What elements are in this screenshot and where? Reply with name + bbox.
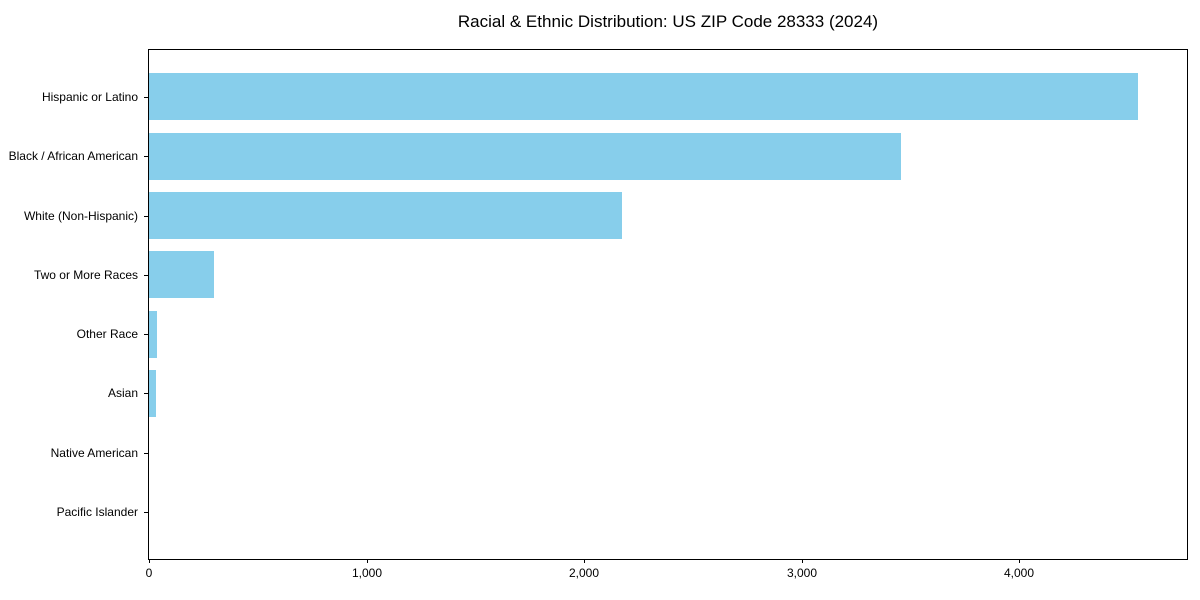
x-tick-label: 3,000 xyxy=(786,566,818,580)
y-tick-label: Two or More Races xyxy=(33,268,138,282)
x-tick-label: 4,000 xyxy=(1003,566,1035,580)
chart-title: Racial & Ethnic Distribution: US ZIP Cod… xyxy=(457,12,879,31)
x-tick-mark xyxy=(802,559,803,563)
y-tick-mark xyxy=(144,334,148,335)
y-tick-label: Other Race xyxy=(76,327,138,341)
y-tick-label: Hispanic or Latino xyxy=(41,90,138,104)
x-tick-label: 0 xyxy=(145,566,153,580)
x-tick-label: 1,000 xyxy=(351,566,383,580)
y-tick-label: Native American xyxy=(50,446,138,460)
y-tick-label: White (Non-Hispanic) xyxy=(23,209,138,223)
x-tick-label: 2,000 xyxy=(568,566,600,580)
y-tick-mark xyxy=(144,156,148,157)
bar-black-african-american xyxy=(149,132,901,180)
y-tick-mark xyxy=(144,275,148,276)
x-tick-mark xyxy=(367,559,368,563)
bar-asian xyxy=(149,369,156,417)
bar-other-race xyxy=(149,310,157,358)
bar-hispanic-or-latino xyxy=(149,73,1138,121)
x-tick-mark xyxy=(584,559,585,563)
y-tick-mark xyxy=(144,97,148,98)
y-tick-label: Pacific Islander xyxy=(56,505,138,519)
bar-two-or-more-races xyxy=(149,251,214,299)
x-tick-mark xyxy=(1019,559,1020,563)
plot-area xyxy=(148,49,1188,560)
y-tick-mark xyxy=(144,453,148,454)
bar-white-non-hispanic xyxy=(149,192,622,239)
x-tick-mark xyxy=(149,559,150,563)
y-tick-label: Asian xyxy=(107,386,138,400)
y-tick-mark xyxy=(144,393,148,394)
y-tick-mark xyxy=(144,216,148,217)
y-tick-label: Black / African American xyxy=(8,149,138,163)
y-tick-mark xyxy=(144,512,148,513)
